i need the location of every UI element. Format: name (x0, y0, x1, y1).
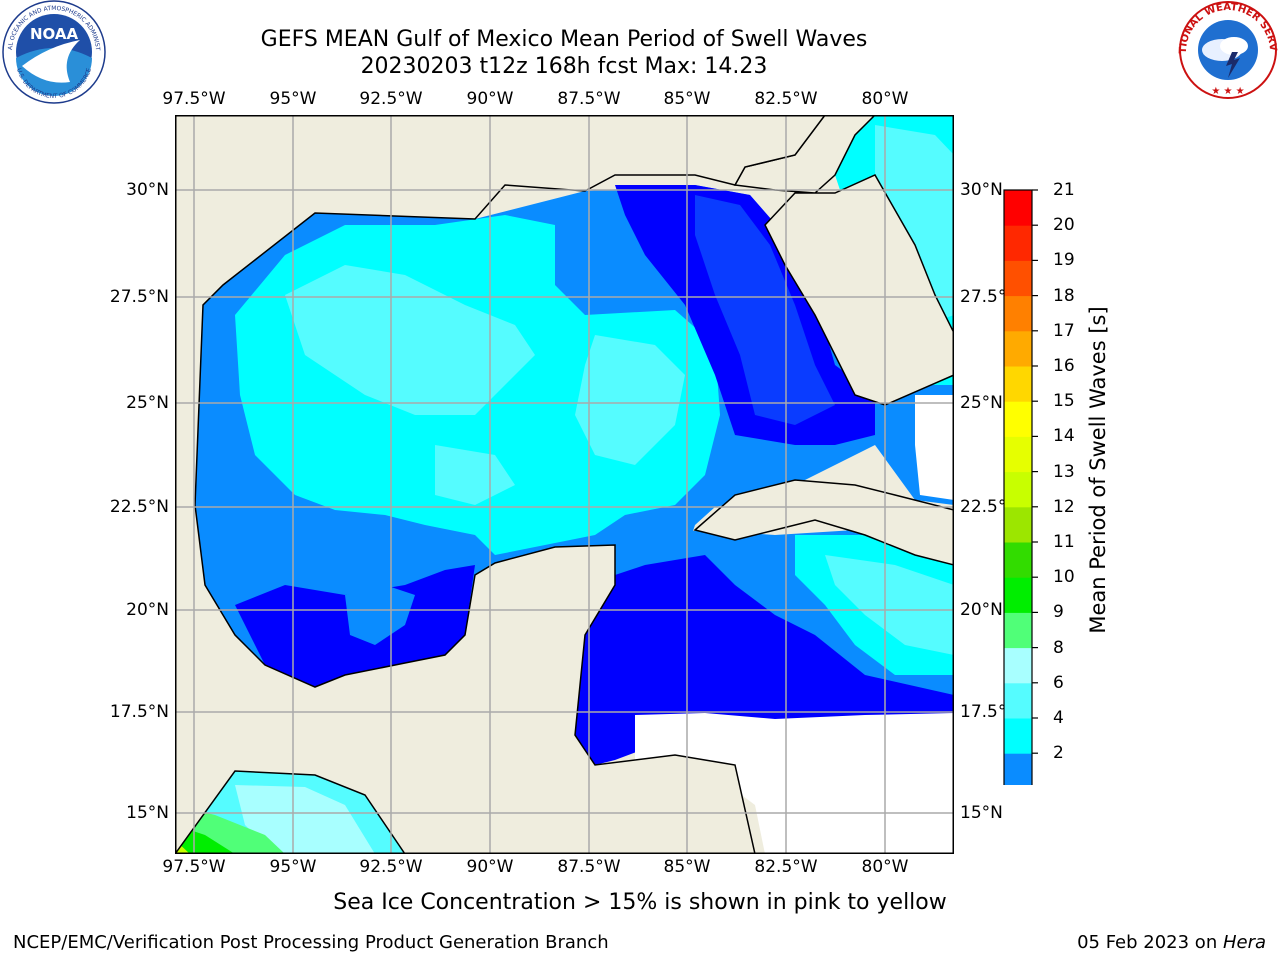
colorbar-bin (1004, 542, 1032, 578)
map-frame (175, 115, 954, 854)
lon-label-top: 97.5°W (162, 89, 226, 109)
colorbar-tick-label: 14 (1053, 426, 1075, 447)
lon-label-bottom: 95°W (269, 857, 317, 877)
colorbar-bin (1004, 225, 1032, 261)
lon-label-top: 90°W (466, 89, 514, 109)
lat-label-left: 15°N (126, 803, 169, 823)
cuba-land (693, 479, 954, 566)
lat-label-right: 15°N (960, 803, 1003, 823)
colorbar-bin (1004, 647, 1032, 684)
lon-label-bottom: 85°W (663, 857, 711, 877)
colorbar-bin (1004, 471, 1032, 508)
lat-label-left: 20°N (126, 600, 169, 620)
lat-label-left: 25°N (126, 393, 169, 413)
colorbar-tick-label: 6 (1053, 672, 1064, 693)
colorbar (1003, 189, 1038, 785)
colorbar-tick-label: 15 (1053, 391, 1075, 412)
no-data-area (635, 713, 954, 854)
credit-text: NCEP/EMC/Verification Post Processing Pr… (13, 932, 609, 953)
colorbar-bin (1004, 682, 1032, 719)
colorbar-tick-label: 10 (1053, 567, 1075, 588)
lat-label-right: 25°N (960, 393, 1003, 413)
lon-label-top: 80°W (861, 89, 909, 109)
system-name: Hera (1222, 932, 1266, 953)
colorbar-tick-label: 4 (1053, 708, 1064, 728)
lon-label-top: 82.5°W (754, 89, 818, 109)
colorbar-title: Mean Period of Swell Waves [s] (1086, 306, 1110, 634)
colorbar-bin (1004, 506, 1032, 543)
lon-label-bottom: 90°W (466, 857, 514, 877)
lon-label-top: 85°W (663, 89, 711, 109)
colorbar-tick-label: 18 (1053, 285, 1075, 306)
lon-label-bottom: 82.5°W (754, 857, 818, 877)
lon-label-bottom: 87.5°W (557, 857, 621, 877)
colorbar-bin (1004, 718, 1032, 754)
map-panel (175, 115, 954, 854)
footer-note: Sea Ice Concentration > 15% is shown in … (333, 890, 947, 915)
chart-subtitle: 20230203 t12z 168h fcst Max: 14.23 (360, 54, 768, 79)
colorbar-tick-label: 17 (1053, 320, 1075, 341)
noaa-logo: NOAA NATIONAL OCEANIC AND ATMOSPHERIC AD… (0, 0, 106, 104)
lon-label-top: 87.5°W (557, 89, 621, 109)
colorbar-bin (1004, 577, 1032, 613)
nws-logo: NATIONAL WEATHER SERVICE ★ ★ ★ (1176, 0, 1278, 99)
lat-label-right: 20°N (960, 600, 1003, 620)
colorbar-bin (1004, 260, 1032, 297)
colorbar-tick-label: 2 (1053, 743, 1064, 764)
colorbar-bin (1004, 190, 1032, 226)
colorbar-bin (1004, 436, 1032, 473)
colorbar-tick-label: 16 (1053, 356, 1075, 376)
colorbar-tick-label: 9 (1053, 602, 1064, 623)
colorbar-bin (1004, 366, 1032, 402)
lon-label-top: 92.5°W (359, 89, 423, 109)
noaa-logo-text: NOAA (30, 25, 79, 43)
colorbar-tick-label: 21 (1053, 180, 1075, 200)
chart-title: GEFS MEAN Gulf of Mexico Mean Period of … (260, 27, 868, 52)
lon-label-top: 95°W (269, 89, 317, 109)
lat-label-left: 17.5°N (109, 702, 169, 722)
colorbar-tick-label: 12 (1053, 496, 1075, 517)
date-stamp: 05 Feb 2023 on Hera (1077, 932, 1266, 953)
colorbar-tick-label: 13 (1053, 461, 1075, 482)
colorbar-bin (1004, 612, 1032, 649)
colorbar-tick-label: 20 (1053, 215, 1075, 236)
colorbar-tick-label: 11 (1053, 532, 1075, 552)
date-text: 05 Feb 2023 on (1077, 932, 1223, 953)
gridlines (175, 115, 954, 854)
colorbar-bin (1004, 295, 1032, 332)
lat-label-left: 22.5°N (109, 497, 169, 517)
lat-label-left: 30°N (126, 180, 169, 200)
colorbar-bin (1004, 753, 1032, 785)
colorbar-tick-label: 19 (1053, 250, 1075, 271)
lat-label-left: 27.5°N (109, 287, 169, 307)
colorbar-bin (1004, 330, 1032, 367)
lon-label-bottom: 92.5°W (359, 857, 423, 877)
lon-label-bottom: 80°W (861, 857, 909, 877)
colorbar-bin (1004, 401, 1032, 437)
svg-text:★ ★ ★: ★ ★ ★ (1211, 86, 1244, 97)
lon-label-bottom: 97.5°W (162, 857, 226, 877)
mexico-land (175, 115, 826, 854)
lat-label-right: 30°N (960, 180, 1003, 200)
colorbar-tick-label: 8 (1053, 637, 1064, 658)
gulf-light-patch (285, 265, 535, 415)
